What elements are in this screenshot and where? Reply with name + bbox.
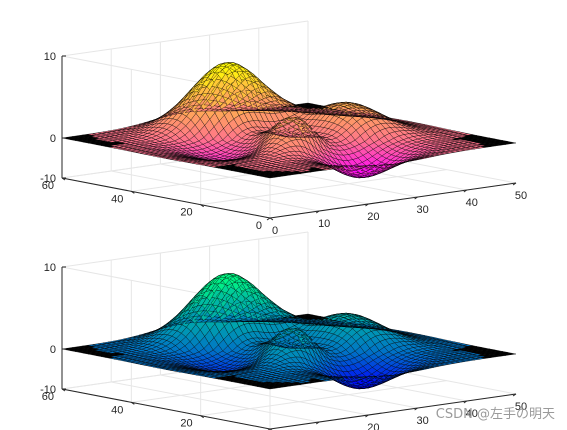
y-tick-label: 40 bbox=[111, 404, 123, 416]
floor-gridline bbox=[111, 170, 320, 212]
z-tick-label: 10 bbox=[44, 262, 56, 274]
z-tick-label: 10 bbox=[44, 51, 56, 63]
x-tick-label: 20 bbox=[367, 422, 379, 430]
z-tick-label: -10 bbox=[40, 173, 56, 185]
x-tick-label: 50 bbox=[515, 190, 527, 202]
z-tick-label: 0 bbox=[50, 133, 56, 145]
x-tick-label: 0 bbox=[272, 225, 278, 237]
side-wall-gridline bbox=[61, 231, 309, 268]
x-tick-label: 10 bbox=[318, 218, 330, 230]
x-tick-label: 30 bbox=[416, 204, 428, 216]
y-tick-label: 20 bbox=[180, 418, 192, 430]
x-tick-label: 40 bbox=[466, 197, 478, 209]
surface-mesh bbox=[61, 273, 517, 390]
surface-mesh bbox=[61, 62, 517, 179]
y-axis-line bbox=[61, 177, 271, 219]
x-tick-label: 30 bbox=[416, 415, 428, 427]
floor-gridline bbox=[111, 381, 320, 423]
watermark-text: CSDN @左手の明天 bbox=[435, 407, 555, 422]
y-tick-label: 40 bbox=[111, 193, 123, 205]
floor-gridline bbox=[200, 380, 447, 417]
floor-gridline bbox=[160, 163, 369, 205]
x-tick-label: 20 bbox=[367, 211, 379, 223]
x-tick bbox=[266, 217, 271, 221]
y-tick bbox=[269, 217, 274, 221]
y-tick-label: 20 bbox=[180, 207, 192, 219]
x-axis-line bbox=[269, 182, 517, 219]
side-wall-gridline bbox=[61, 20, 309, 57]
y-tick-label: 0 bbox=[256, 220, 262, 232]
z-tick-label: 0 bbox=[50, 344, 56, 356]
floor-gridline bbox=[200, 169, 447, 206]
y-axis-line bbox=[61, 388, 271, 430]
z-tick-label: -10 bbox=[40, 384, 56, 396]
